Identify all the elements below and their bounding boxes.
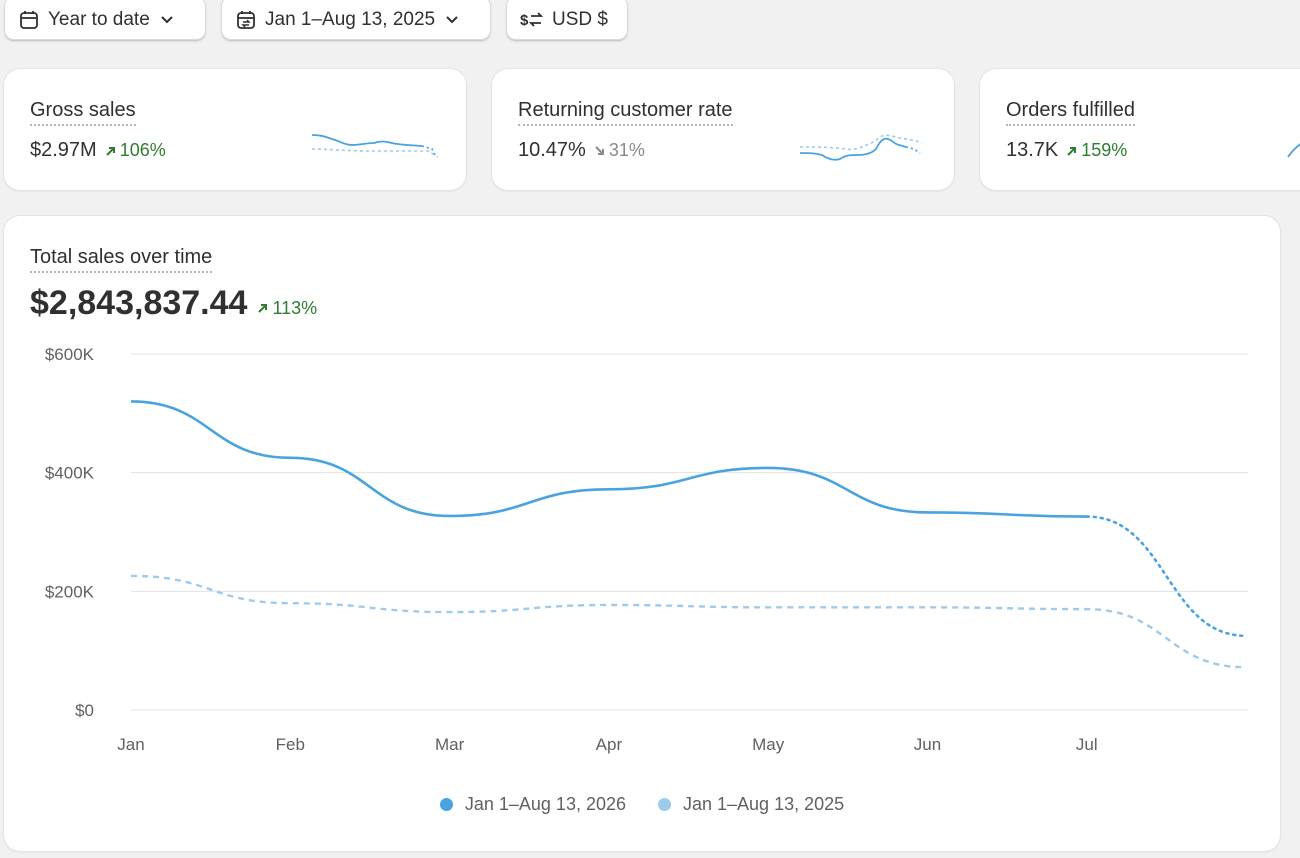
comparison-range-button[interactable]: Jan 1–Aug 13, 2025 [221, 0, 491, 40]
legend-swatch [439, 798, 453, 811]
total-sales-chart: $0 $200K $400K $600K Jan Feb Mar Apr May Jun Jul [45, 345, 1248, 754]
y-tick-label: $200K [45, 582, 95, 601]
date-range-label: Year to date [48, 9, 150, 30]
x-axis-ticks: Jan Feb Mar Apr May Jun Jul [117, 735, 1097, 754]
report-toolbar: Year to date Jan 1–Aug 13, 2025 $ USD $ [0, 0, 1300, 40]
chevron-down-icon [161, 16, 173, 24]
currency-exchange-icon: $ [520, 12, 544, 29]
currency-button[interactable]: $ USD $ [506, 0, 628, 40]
sparkline-orders-fulfilled [1287, 143, 1300, 158]
metric-value-row: 10.47% 31% [518, 139, 645, 162]
metric-title: Returning customer rate [518, 99, 733, 126]
x-tick-label: Jul [1076, 735, 1098, 754]
metric-card-orders-fulfilled[interactable]: Orders fulfilled 13.7K 159% [980, 69, 1300, 190]
calendar-compare-icon [237, 11, 255, 29]
total-sales-delta: 113% [257, 298, 317, 319]
comparison-range-label: Jan 1–Aug 13, 2025 [265, 9, 436, 30]
total-sales-card: Total sales over time $2,843,837.44 113%… [4, 216, 1280, 851]
legend-item-current[interactable]: Jan 1–Aug 13, 2026 [439, 794, 626, 815]
metric-delta: 106% [105, 140, 166, 161]
y-tick-label: $400K [45, 464, 95, 483]
series-line-previous[interactable] [130, 574, 1247, 669]
svg-text:$: $ [520, 12, 529, 29]
total-sales-value-row: $2,843,837.44 113% [30, 284, 317, 323]
chart-title[interactable]: Total sales over time [30, 246, 213, 273]
metric-value: 10.47% [518, 139, 586, 161]
y-tick-label: $600K [45, 345, 95, 364]
legend-label: Jan 1–Aug 13, 2025 [683, 794, 845, 814]
series-line-current[interactable] [130, 400, 1087, 518]
currency-label: USD $ [552, 9, 608, 30]
total-sales-value: $2,843,837.44 [30, 284, 248, 322]
chevron-down-icon [446, 16, 458, 24]
chart-series [130, 400, 1248, 669]
x-tick-label: Feb [276, 735, 305, 754]
metric-title: Orders fulfilled [1006, 99, 1135, 126]
calendar-icon [20, 11, 38, 29]
metric-card-returning-customer-rate[interactable]: Returning customer rate 10.47% 31% [492, 69, 954, 190]
arrow-up-right-icon [106, 146, 115, 156]
metric-value-row: 13.7K 159% [1006, 139, 1127, 162]
sparkline-returning-customer-rate [799, 134, 923, 161]
arrow-up-right-icon [1067, 146, 1077, 156]
legend-item-previous[interactable]: Jan 1–Aug 13, 2025 [658, 794, 844, 815]
x-tick-label: Jun [914, 735, 941, 754]
x-tick-label: May [752, 735, 785, 754]
x-tick-label: Apr [596, 735, 623, 754]
legend-label: Jan 1–Aug 13, 2026 [464, 794, 626, 814]
metric-card-gross-sales[interactable]: Gross sales $2.97M 106% [4, 69, 466, 190]
x-tick-label: Jan [117, 735, 144, 754]
arrow-down-right-icon [595, 145, 604, 155]
metric-value: 13.7K [1006, 139, 1059, 161]
chart-legend: Jan 1–Aug 13, 2026 Jan 1–Aug 13, 2025 [4, 794, 1280, 815]
arrow-up-right-icon [258, 304, 268, 313]
y-tick-label: $0 [75, 701, 94, 720]
chart-grid [131, 353, 1248, 711]
series-line-current-incomplete[interactable] [1085, 515, 1248, 638]
sparkline-gross-sales [311, 134, 439, 158]
metric-delta: 31% [594, 140, 645, 161]
metric-delta: 159% [1066, 140, 1127, 161]
legend-swatch [658, 798, 671, 811]
date-range-button[interactable]: Year to date [4, 0, 206, 40]
metric-value-row: $2.97M 106% [30, 139, 166, 162]
x-tick-label: Mar [435, 735, 465, 754]
y-axis-ticks: $0 $200K $400K $600K [45, 345, 95, 720]
metric-title: Gross sales [30, 99, 136, 126]
metric-value: $2.97M [30, 139, 97, 161]
